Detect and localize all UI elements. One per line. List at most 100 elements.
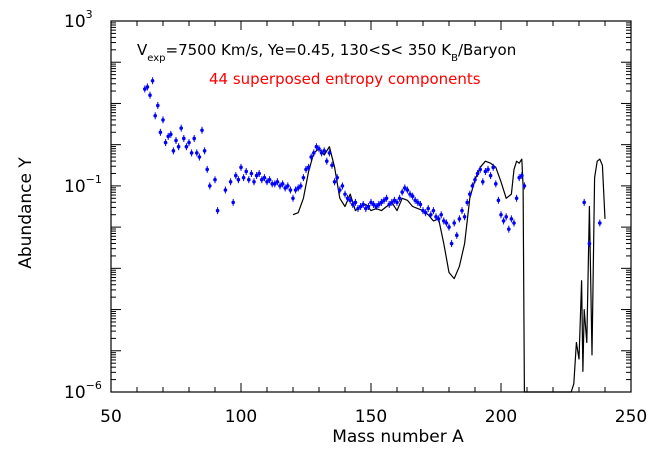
data-point — [161, 116, 165, 124]
x-tick-label: 50 — [100, 407, 122, 427]
y-tick-base: 10 — [64, 12, 86, 32]
data-point — [462, 213, 467, 221]
data-point — [408, 190, 412, 198]
data-point — [416, 198, 420, 206]
data-point — [145, 83, 150, 91]
data-point — [382, 196, 386, 204]
data-point — [306, 163, 311, 171]
data-point — [436, 215, 441, 223]
data-point — [400, 188, 405, 196]
data-point — [410, 192, 415, 200]
data-point — [317, 145, 321, 153]
x-axis-label: Mass number A — [332, 427, 464, 447]
data-point — [309, 153, 314, 161]
data-point — [390, 198, 394, 206]
data-point — [205, 165, 209, 173]
data-point — [494, 180, 498, 188]
data-point — [187, 139, 191, 147]
y-tick-label: 103 — [64, 8, 93, 32]
data-point — [301, 174, 306, 182]
data-point — [351, 200, 355, 208]
data-point — [335, 174, 340, 182]
data-point — [452, 219, 457, 227]
data-point — [392, 196, 397, 204]
data-point — [465, 198, 470, 206]
data-point — [364, 205, 368, 213]
data-point — [449, 240, 454, 248]
data-point — [444, 219, 449, 227]
x-tick-label: 200 — [485, 407, 517, 427]
data-point — [332, 178, 337, 186]
data-point — [241, 174, 246, 182]
data-point — [478, 165, 483, 173]
data-point — [234, 172, 238, 180]
data-point — [517, 174, 521, 182]
data-point — [275, 178, 280, 186]
data-point — [374, 203, 379, 210]
data-point — [371, 200, 376, 208]
data-point — [343, 190, 347, 198]
v-symbol: V — [137, 41, 148, 59]
data-point — [496, 196, 501, 204]
data-point — [252, 178, 256, 186]
data-point — [163, 139, 168, 147]
data-point — [353, 198, 358, 206]
data-point — [304, 165, 308, 173]
y-tick-base: 10 — [64, 383, 86, 403]
axis-ticks — [110, 20, 632, 393]
data-point — [247, 176, 251, 184]
data-point — [158, 128, 163, 136]
data-point — [358, 203, 363, 210]
data-point — [176, 143, 181, 151]
data-point — [421, 207, 425, 215]
data-point — [475, 170, 480, 178]
data-point — [273, 180, 277, 188]
data-point — [520, 172, 524, 180]
data-point — [442, 217, 446, 225]
data-point — [265, 178, 269, 186]
data-point — [148, 91, 152, 99]
data-point — [522, 182, 527, 190]
data-point — [257, 170, 262, 178]
data-point — [143, 85, 147, 93]
data-point — [267, 176, 272, 184]
data-point — [439, 211, 444, 219]
data-point — [470, 182, 475, 190]
data-point — [150, 77, 155, 85]
y-tick-label: 10−1 — [64, 173, 102, 197]
data-point — [338, 186, 342, 194]
data-point — [514, 194, 519, 202]
data-point — [236, 176, 241, 184]
baryon-text: /Baryon — [458, 41, 516, 59]
data-point — [431, 207, 436, 215]
data-point — [156, 102, 160, 110]
data-point — [340, 182, 345, 190]
data-point — [512, 219, 516, 227]
x-tick-label: 100 — [225, 407, 257, 427]
y-tick-exponent: 3 — [86, 8, 93, 21]
data-point — [283, 184, 288, 192]
y-axis-label: Abundance Y — [16, 157, 36, 269]
data-point — [330, 161, 334, 169]
data-point — [184, 143, 189, 151]
data-point — [153, 112, 157, 120]
y-tick-exponent: −1 — [86, 173, 102, 186]
data-point — [395, 198, 399, 206]
y-tick-label: 10−6 — [64, 379, 102, 403]
x-tick-label: 150 — [355, 407, 387, 427]
data-point — [434, 213, 438, 221]
data-point — [455, 231, 459, 239]
data-point — [504, 213, 509, 221]
data-point — [293, 186, 298, 194]
data-point — [582, 198, 586, 206]
data-point — [457, 215, 462, 223]
data-point — [486, 165, 490, 173]
data-point — [244, 167, 248, 175]
data-point — [299, 182, 303, 190]
plot-area — [143, 77, 606, 393]
data-point — [405, 186, 410, 194]
data-point — [260, 176, 264, 184]
data-point — [501, 217, 506, 225]
data-point — [499, 211, 503, 219]
